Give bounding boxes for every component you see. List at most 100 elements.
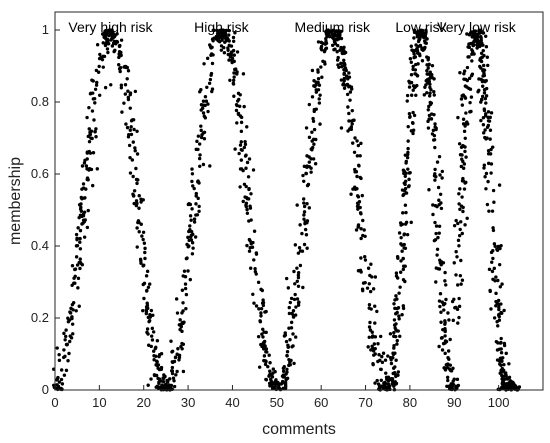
data-point <box>126 69 131 73</box>
data-point <box>79 205 83 210</box>
data-point <box>131 192 135 196</box>
data-point <box>240 148 244 152</box>
data-point <box>241 72 246 76</box>
data-point <box>346 77 350 81</box>
data-point <box>128 106 132 110</box>
data-point <box>472 43 476 47</box>
data-point <box>369 348 373 352</box>
data-point <box>412 113 417 118</box>
data-point <box>439 201 443 205</box>
data-point <box>389 361 394 366</box>
data-point <box>437 299 442 303</box>
data-point <box>495 248 500 252</box>
data-point <box>101 41 105 45</box>
data-point <box>228 78 232 82</box>
data-point <box>471 51 475 56</box>
data-point <box>448 363 453 367</box>
data-point <box>76 226 80 230</box>
data-point <box>407 184 411 188</box>
data-point <box>481 84 485 88</box>
data-point <box>395 310 399 315</box>
data-point <box>198 164 202 168</box>
data-point <box>74 244 79 248</box>
data-point <box>457 192 461 196</box>
data-point <box>104 42 108 46</box>
data-point <box>491 226 495 230</box>
data-point <box>196 147 200 152</box>
data-point <box>97 93 102 98</box>
data-point <box>342 58 346 62</box>
data-point <box>146 285 151 290</box>
data-point <box>401 304 406 308</box>
data-point <box>62 331 66 336</box>
data-point <box>473 29 478 33</box>
data-point <box>301 173 305 178</box>
data-point <box>221 31 226 35</box>
data-point <box>93 101 97 105</box>
data-point <box>491 145 495 149</box>
data-point <box>497 262 502 267</box>
data-point <box>465 32 469 36</box>
data-point <box>82 235 87 239</box>
data-point <box>55 346 59 350</box>
data-point <box>342 86 347 90</box>
data-point <box>499 336 503 341</box>
data-point <box>85 157 89 161</box>
data-point <box>155 384 160 389</box>
data-point <box>110 34 115 39</box>
data-point <box>188 214 193 218</box>
data-point <box>294 335 298 339</box>
data-point <box>261 298 265 302</box>
data-point <box>284 339 289 344</box>
data-point <box>425 68 429 73</box>
data-point <box>495 348 500 352</box>
data-point <box>363 280 367 285</box>
data-point <box>432 112 436 117</box>
y-tick-label: 1 <box>42 22 49 37</box>
data-point <box>348 98 352 102</box>
data-point <box>127 143 132 148</box>
data-point <box>343 50 348 55</box>
data-point <box>459 220 463 224</box>
data-point <box>261 341 266 345</box>
data-point <box>324 37 328 41</box>
data-point <box>394 358 398 362</box>
data-point <box>430 63 435 68</box>
data-point <box>460 94 464 98</box>
data-point <box>396 256 400 260</box>
data-point <box>368 289 373 294</box>
data-point <box>355 174 359 179</box>
data-point <box>394 328 398 332</box>
data-point <box>207 81 212 85</box>
data-point <box>312 142 316 146</box>
data-point <box>249 242 253 246</box>
data-point <box>457 142 462 146</box>
data-point <box>71 308 75 312</box>
data-point <box>415 35 420 39</box>
data-point <box>221 33 226 38</box>
data-point <box>284 372 288 376</box>
data-point <box>482 131 486 135</box>
data-point <box>284 378 288 382</box>
data-point <box>233 31 237 35</box>
data-point <box>230 60 234 65</box>
data-point <box>373 275 378 279</box>
data-point <box>287 311 292 316</box>
data-point <box>231 35 236 40</box>
data-point <box>458 227 462 232</box>
data-point <box>371 287 376 291</box>
data-point <box>437 224 442 228</box>
x-ticks: 0 10 20 30 40 50 60 70 80 90 100 <box>51 385 509 410</box>
data-point <box>459 145 464 149</box>
data-point <box>403 182 407 187</box>
data-point <box>99 55 103 59</box>
data-point <box>401 211 405 215</box>
data-point <box>477 77 481 81</box>
data-point <box>190 241 195 245</box>
x-tick-label: 50 <box>270 395 284 410</box>
data-point <box>70 283 74 287</box>
data-point <box>311 157 316 161</box>
data-point <box>286 345 290 349</box>
data-point <box>458 207 462 211</box>
data-point <box>234 108 239 113</box>
